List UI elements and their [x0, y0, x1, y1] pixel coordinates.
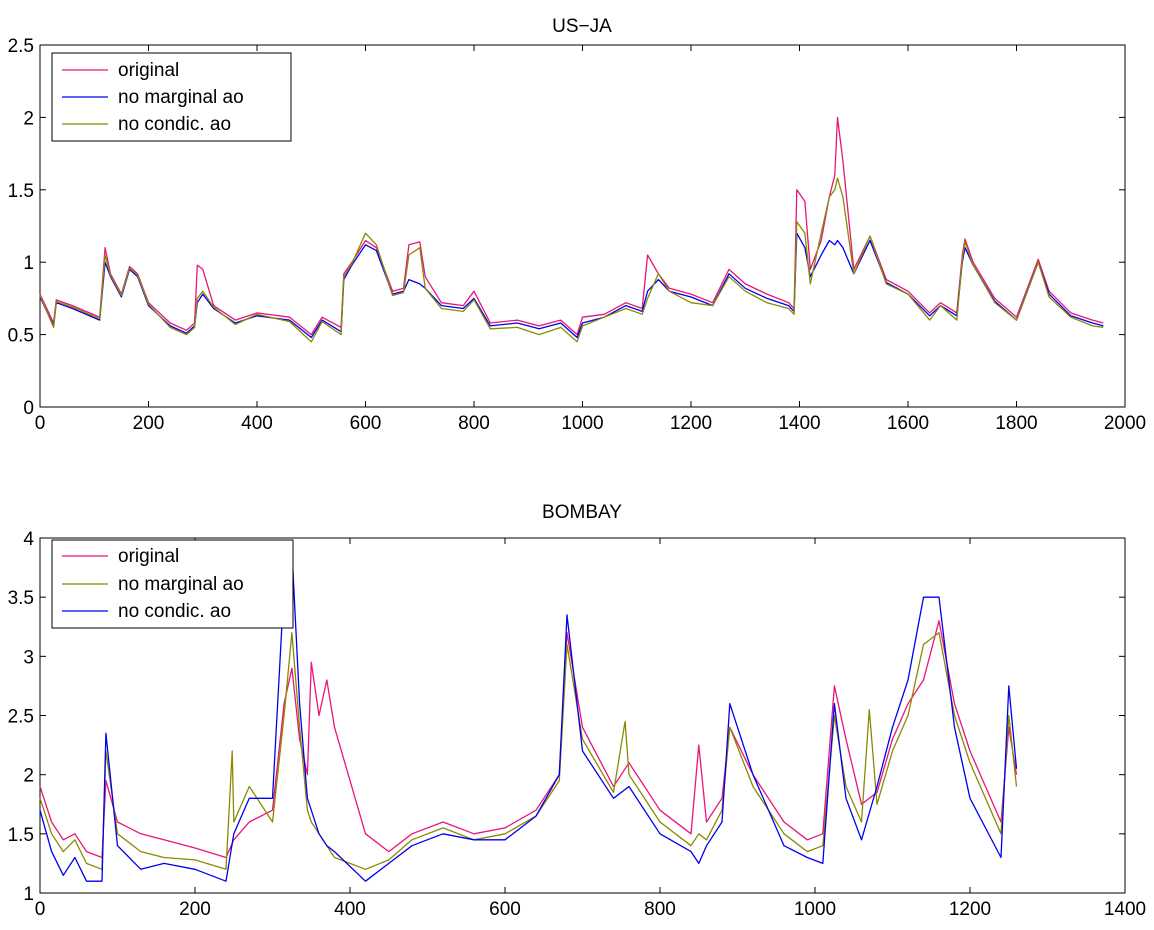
series-layer [39, 116, 1104, 343]
x-tick-label: 1400 [778, 413, 820, 434]
y-tick-label: 3.5 [8, 588, 34, 609]
legend-label: no condic. ao [118, 601, 231, 622]
x-tick-label: 400 [241, 413, 273, 434]
x-tick-label: 1600 [887, 413, 929, 434]
x-tick-label: 1400 [1104, 899, 1146, 920]
y-tick-label: 1.5 [8, 825, 34, 846]
chart-title: BOMBAY [542, 502, 622, 523]
x-tick-label: 2000 [1104, 413, 1146, 434]
y-tick-label: 4 [23, 529, 34, 550]
legend: original no marginal ao no condic. ao [51, 52, 292, 142]
y-tick-label: 1 [23, 253, 34, 274]
series-line-no-condic-ao [39, 549, 1018, 882]
series-line-original [39, 620, 1018, 859]
chart-panel-us-ja: US−JA 0 200 400 600 800 1000 1200 1400 1600 1800 2… [8, 16, 1147, 434]
series-layer [39, 549, 1018, 882]
x-tick-label: 200 [133, 413, 165, 434]
x-tick-label: 1200 [949, 899, 991, 920]
x-tick-label: 1200 [670, 413, 712, 434]
series-line-no-condic-ao [39, 177, 1104, 343]
x-tick-label: 0 [35, 413, 46, 434]
x-tick-label: 1000 [561, 413, 603, 434]
y-axis: 0 0.5 1 1.5 2 2.5 [8, 36, 1125, 419]
legend-label: original [118, 60, 179, 81]
y-tick-label: 2.5 [8, 36, 34, 57]
x-tick-label: 600 [350, 413, 382, 434]
chart-title: US−JA [552, 16, 612, 37]
x-tick-label: 400 [334, 899, 366, 920]
y-axis: 1 1.5 2 2.5 3 3.5 4 [8, 529, 1125, 905]
x-tick-label: 1000 [794, 899, 836, 920]
legend-label: original [118, 546, 179, 567]
y-tick-label: 0.5 [8, 326, 34, 347]
x-tick-label: 800 [458, 413, 490, 434]
y-tick-label: 1 [23, 884, 34, 905]
x-axis: 0 200 400 600 800 1000 1200 1400 1600 1800 2000 [35, 45, 1146, 434]
y-tick-label: 2 [23, 766, 34, 787]
x-tick-label: 1800 [995, 413, 1037, 434]
x-axis: 0 200 400 600 800 1000 1200 1400 [35, 538, 1146, 920]
legend-label: no marginal ao [118, 87, 244, 108]
x-tick-label: 800 [644, 899, 676, 920]
y-tick-label: 1.5 [8, 181, 34, 202]
chart-panel-bombay: BOMBAY 0 200 400 600 800 1000 1200 1400 1 1.5 2 2.… [8, 502, 1147, 920]
y-tick-label: 0 [23, 398, 34, 419]
x-tick-label: 200 [179, 899, 211, 920]
y-tick-label: 2.5 [8, 707, 34, 728]
y-tick-label: 2 [23, 108, 34, 129]
x-tick-label: 600 [489, 899, 521, 920]
y-tick-label: 3 [23, 647, 34, 668]
legend-label: no condic. ao [118, 114, 231, 135]
x-tick-label: 0 [35, 899, 46, 920]
legend-label: no marginal ao [118, 574, 244, 595]
legend: original no marginal ao no condic. ao [51, 539, 294, 629]
